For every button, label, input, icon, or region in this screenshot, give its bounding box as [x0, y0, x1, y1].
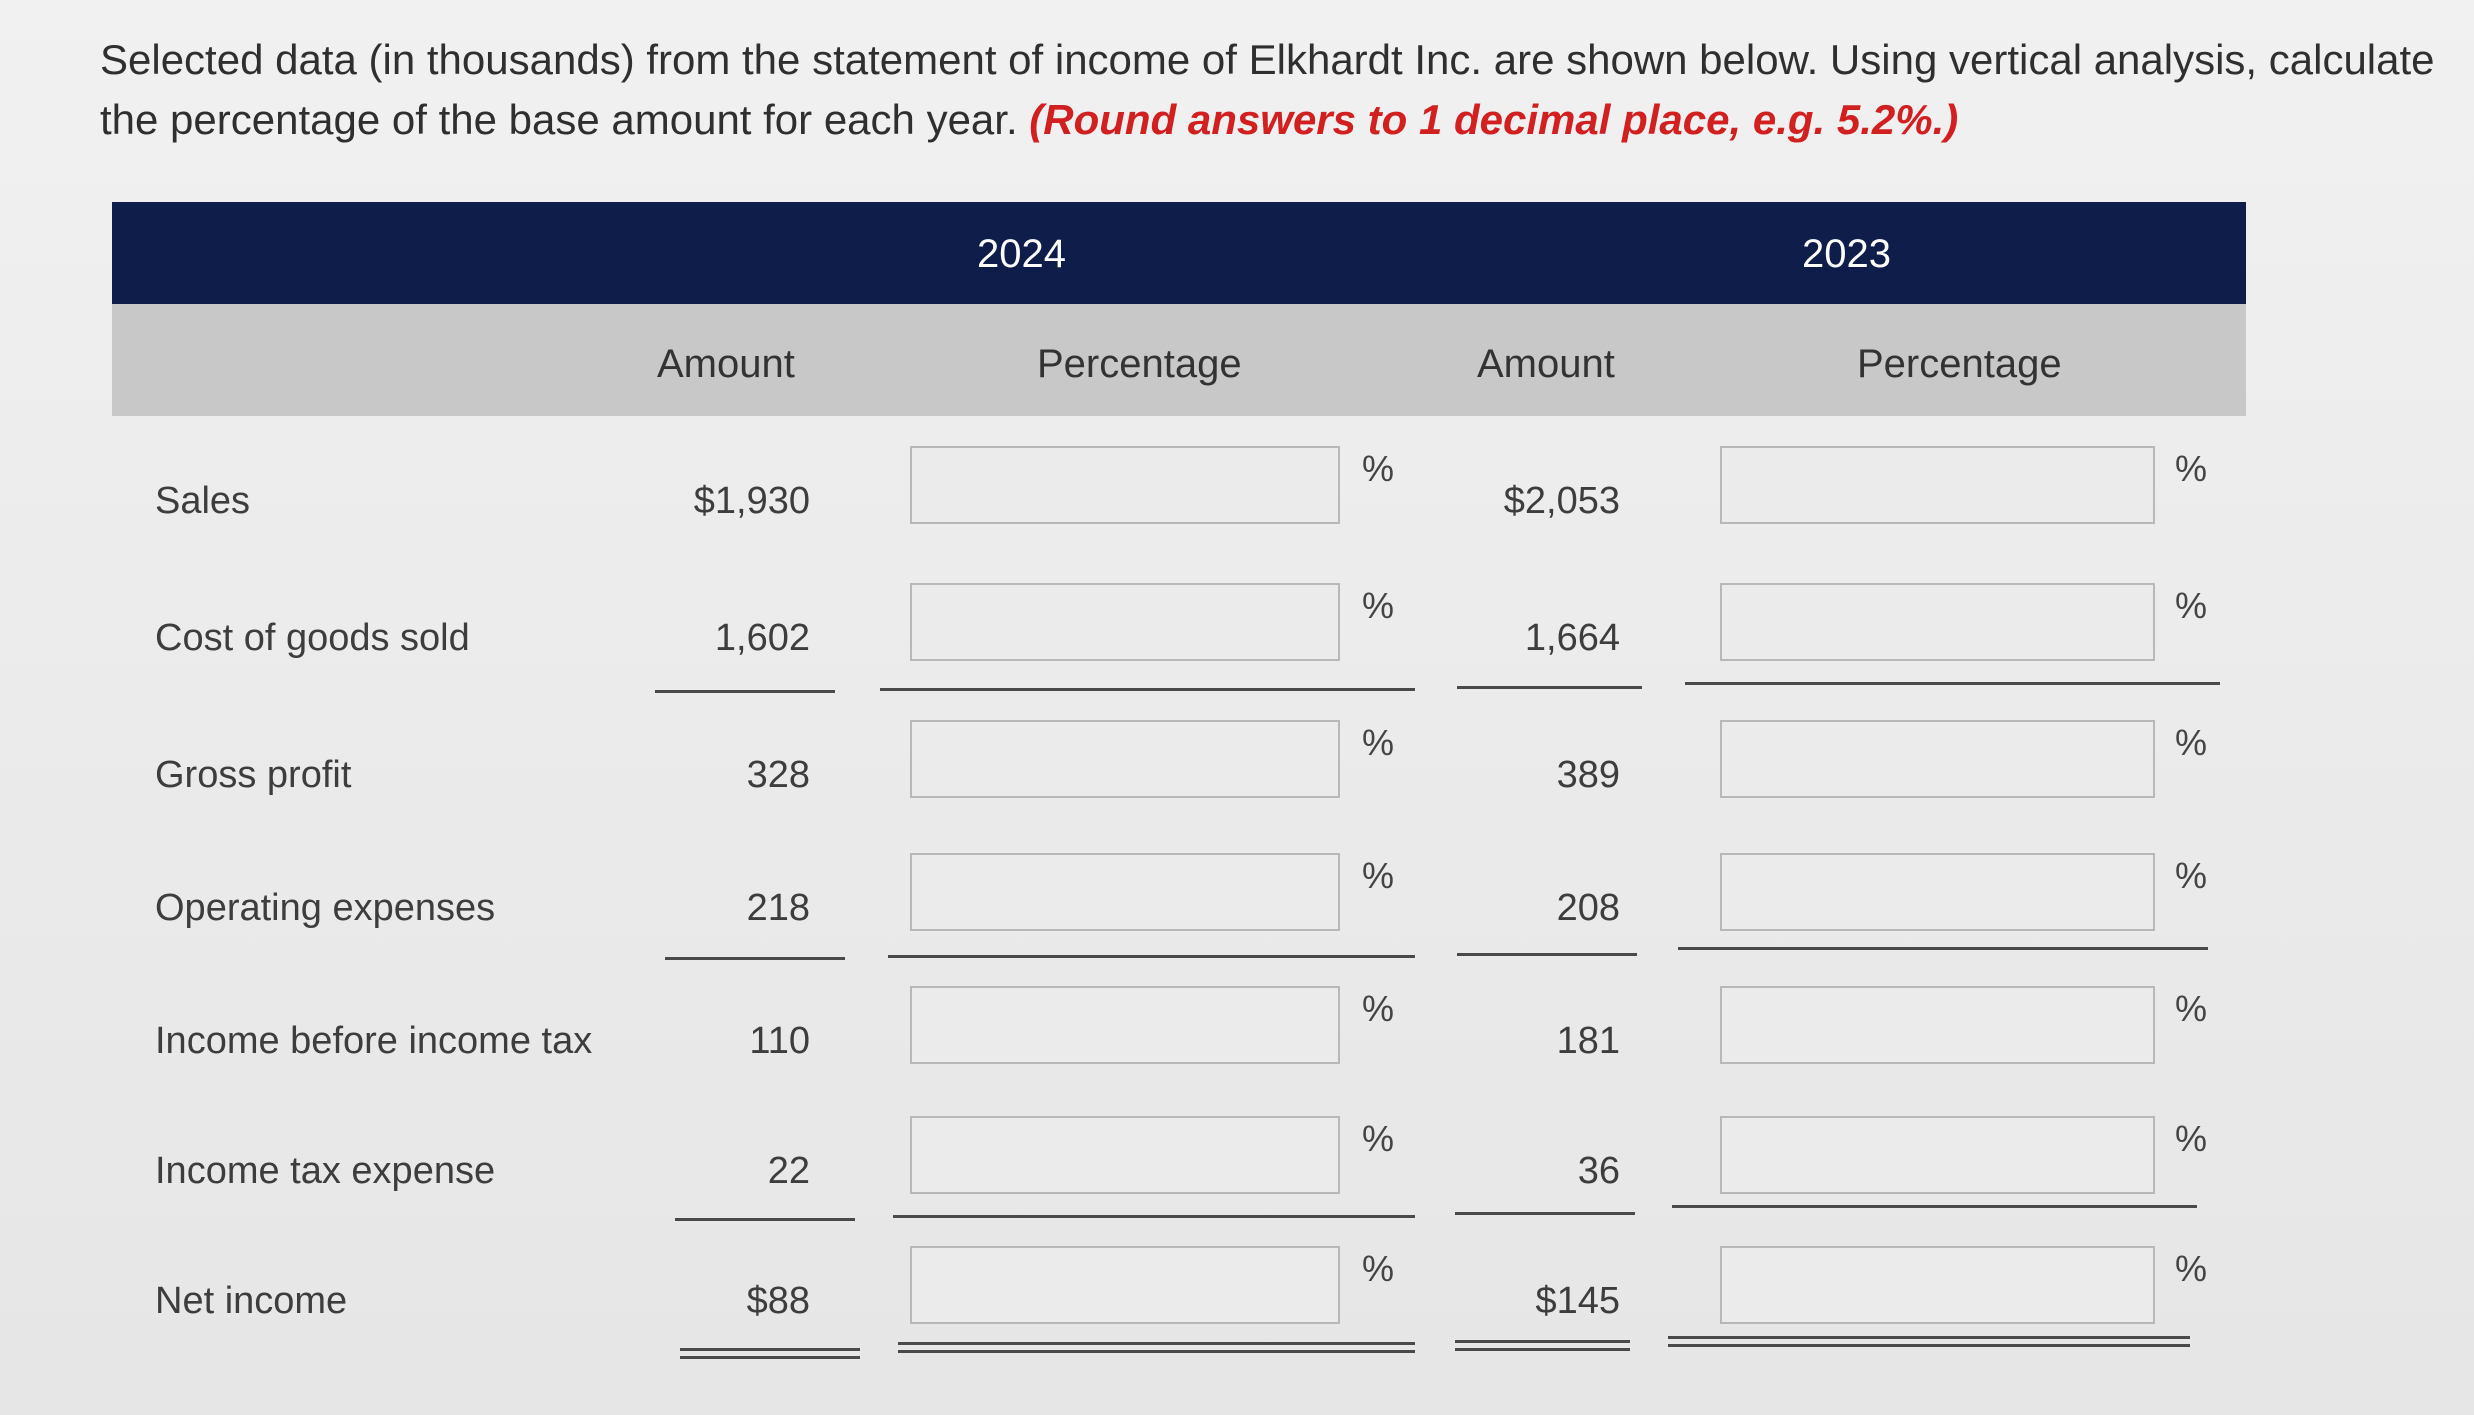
underline [1457, 953, 1637, 956]
amount-2023: $2,053 [1503, 480, 1620, 522]
cogs-pct-2024-input[interactable] [910, 583, 1340, 661]
table-row-sales: Sales $1,930 % $2,053 % [0, 438, 2474, 570]
rounding-note: (Round answers to 1 decimal place, e.g. … [1029, 96, 1959, 143]
percent-sign: % [2175, 448, 2208, 489]
table-row-gross-profit: Gross profit 328 % 389 % [0, 712, 2474, 844]
double-underline [898, 1342, 1415, 1345]
amount-2024: 328 [746, 754, 810, 796]
amount-2024: $88 [746, 1280, 810, 1322]
sales-pct-2024-input[interactable] [910, 446, 1340, 524]
percent-sign: % [1362, 585, 1395, 626]
underline [1457, 686, 1642, 689]
table-row-cogs: Cost of goods sold 1,602 % 1,664 % [0, 575, 2474, 707]
year-2023-heading: 2023 [1802, 232, 1891, 276]
underline [880, 688, 1415, 691]
percent-sign: % [1362, 1248, 1395, 1289]
amount-2024-header: Amount [657, 342, 795, 386]
underline [1678, 947, 2208, 950]
income-tax-expense-pct-2023-input[interactable] [1720, 1116, 2155, 1194]
net-income-pct-2024-input[interactable] [910, 1246, 1340, 1324]
double-underline [1455, 1348, 1630, 1351]
percentage-2024-header: Percentage [1037, 342, 1242, 386]
amount-2023: 181 [1556, 1020, 1620, 1062]
table-row-income-tax-expense: Income tax expense 22 % 36 % [0, 1108, 2474, 1240]
amount-2023: 36 [1577, 1150, 1620, 1192]
underline [1672, 1205, 2197, 1208]
row-label: Net income [155, 1280, 348, 1322]
row-label: Cost of goods sold [155, 617, 470, 659]
income-tax-expense-pct-2024-input[interactable] [910, 1116, 1340, 1194]
underline [665, 957, 845, 960]
amount-2024: 22 [767, 1150, 810, 1192]
amount-2024: 218 [746, 887, 810, 929]
year-2024-heading: 2024 [977, 232, 1066, 276]
underline [655, 690, 835, 693]
percent-sign: % [2175, 1118, 2208, 1159]
percent-sign: % [2175, 585, 2208, 626]
amount-2023: 389 [1556, 754, 1620, 796]
gross-profit-pct-2024-input[interactable] [910, 720, 1340, 798]
percent-sign: % [2175, 988, 2208, 1029]
operating-expenses-pct-2023-input[interactable] [1720, 853, 2155, 931]
row-label: Sales [155, 480, 251, 522]
percent-sign: % [1362, 1118, 1395, 1159]
amount-2023: 208 [1556, 887, 1620, 929]
underline [1685, 682, 2220, 685]
cogs-pct-2023-input[interactable] [1720, 583, 2155, 661]
double-underline [1668, 1344, 2190, 1347]
net-income-pct-2023-input[interactable] [1720, 1246, 2155, 1324]
percent-sign: % [2175, 722, 2208, 763]
underline [888, 955, 1415, 958]
underline [675, 1218, 855, 1221]
row-label: Income before income tax [155, 1020, 593, 1062]
column-header: Amount Percentage Amount Percentage [112, 304, 2246, 416]
amount-2024: 1,602 [714, 617, 810, 659]
table-row-net-income: Net income $88 % $145 % [0, 1238, 2474, 1370]
income-before-tax-pct-2023-input[interactable] [1720, 986, 2155, 1064]
double-underline [680, 1356, 860, 1359]
operating-expenses-pct-2024-input[interactable] [910, 853, 1340, 931]
gross-profit-pct-2023-input[interactable] [1720, 720, 2155, 798]
instructions: Selected data (in thousands) from the st… [100, 30, 2460, 150]
percent-sign: % [2175, 855, 2208, 896]
percent-sign: % [1362, 722, 1395, 763]
row-label: Operating expenses [155, 887, 496, 929]
double-underline [1668, 1336, 2190, 1339]
instructions-text: Selected data (in thousands) from the st… [100, 36, 2435, 143]
income-before-tax-pct-2024-input[interactable] [910, 986, 1340, 1064]
row-label: Income tax expense [155, 1150, 496, 1192]
amount-2023: $145 [1535, 1280, 1620, 1322]
double-underline [1455, 1340, 1630, 1343]
amount-2024: $1,930 [693, 480, 810, 522]
year-header: 2024 2023 [112, 202, 2246, 304]
percent-sign: % [1362, 855, 1395, 896]
percentage-2023-header: Percentage [1857, 342, 2062, 386]
underline [893, 1215, 1415, 1218]
amount-2023-header: Amount [1477, 342, 1615, 386]
row-label: Gross profit [155, 754, 352, 796]
table-row-operating-expenses: Operating expenses 218 % 208 % [0, 845, 2474, 977]
percent-sign: % [1362, 988, 1395, 1029]
underline [1455, 1212, 1635, 1215]
percent-sign: % [2175, 1248, 2208, 1289]
sales-pct-2023-input[interactable] [1720, 446, 2155, 524]
amount-2024: 110 [749, 1020, 810, 1062]
table-row-income-before-tax: Income before income tax 110 % 181 % [0, 978, 2474, 1110]
percent-sign: % [1362, 448, 1395, 489]
amount-2023: 1,664 [1524, 617, 1620, 659]
double-underline [680, 1348, 860, 1351]
double-underline [898, 1350, 1415, 1353]
